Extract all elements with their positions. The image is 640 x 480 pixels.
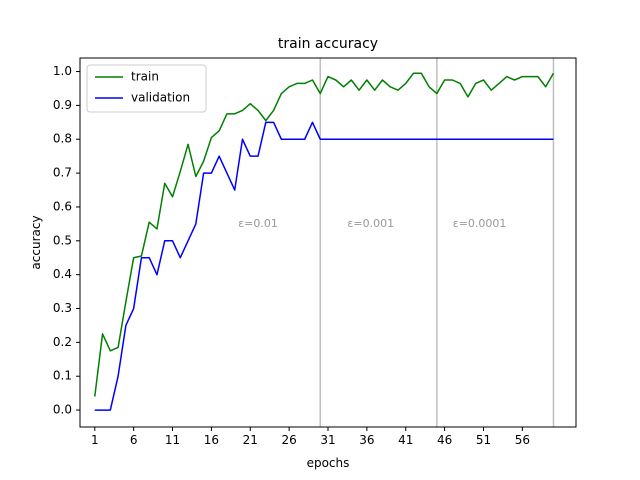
y-tick-label: 1.0 — [53, 64, 72, 78]
x-tick-label: 21 — [243, 433, 258, 447]
series-layer — [94, 72, 555, 411]
vlines-layer — [319, 58, 555, 427]
annotations-layer: ε=0.01 ε=0.001 ε=0.0001 — [238, 217, 506, 230]
y-tick-label: 0.3 — [53, 301, 72, 315]
x-tick-label: 41 — [398, 433, 413, 447]
y-tick-label: 0.2 — [53, 335, 72, 349]
epsilon-annotation: ε=0.001 — [347, 217, 394, 230]
x-tick-label: 51 — [476, 433, 491, 447]
x-tick-label: 36 — [359, 433, 374, 447]
y-tick-label: 0.5 — [53, 233, 72, 247]
x-axis: 1 6 11 16 21 26 31 36 41 46 51 56 — [91, 427, 530, 447]
y-tick-label: 0.6 — [53, 199, 72, 213]
y-axis: 0.0 0.1 0.2 0.3 0.4 0.5 0.6 0.7 0.8 0.9 1.0 — [53, 64, 80, 417]
series-line-validation — [94, 121, 554, 411]
y-tick-label: 0.0 — [53, 403, 72, 417]
x-tick-label: 56 — [515, 433, 530, 447]
y-tick-label: 0.9 — [53, 98, 72, 112]
x-tick-label: 26 — [281, 433, 296, 447]
epsilon-annotation: ε=0.0001 — [453, 217, 507, 230]
y-tick-label: 0.8 — [53, 132, 72, 146]
legend-label-validation: validation — [131, 91, 190, 105]
y-tick-label: 0.4 — [53, 267, 72, 281]
legend: train validation — [86, 64, 207, 113]
chart-title: train accuracy — [278, 36, 378, 52]
x-tick-label: 31 — [320, 433, 335, 447]
epsilon-annotation: ε=0.01 — [238, 217, 278, 230]
series-line-train — [94, 72, 555, 397]
x-tick-label: 11 — [165, 433, 180, 447]
y-tick-label: 0.7 — [53, 166, 72, 180]
x-tick-label: 1 — [91, 433, 99, 447]
legend-label-train: train — [131, 70, 159, 84]
x-tick-label: 6 — [130, 433, 138, 447]
y-axis-label: accuracy — [29, 215, 43, 269]
x-axis-label: epochs — [307, 456, 350, 470]
x-tick-label: 46 — [437, 433, 452, 447]
x-tick-label: 16 — [204, 433, 219, 447]
y-tick-label: 0.1 — [53, 369, 72, 383]
